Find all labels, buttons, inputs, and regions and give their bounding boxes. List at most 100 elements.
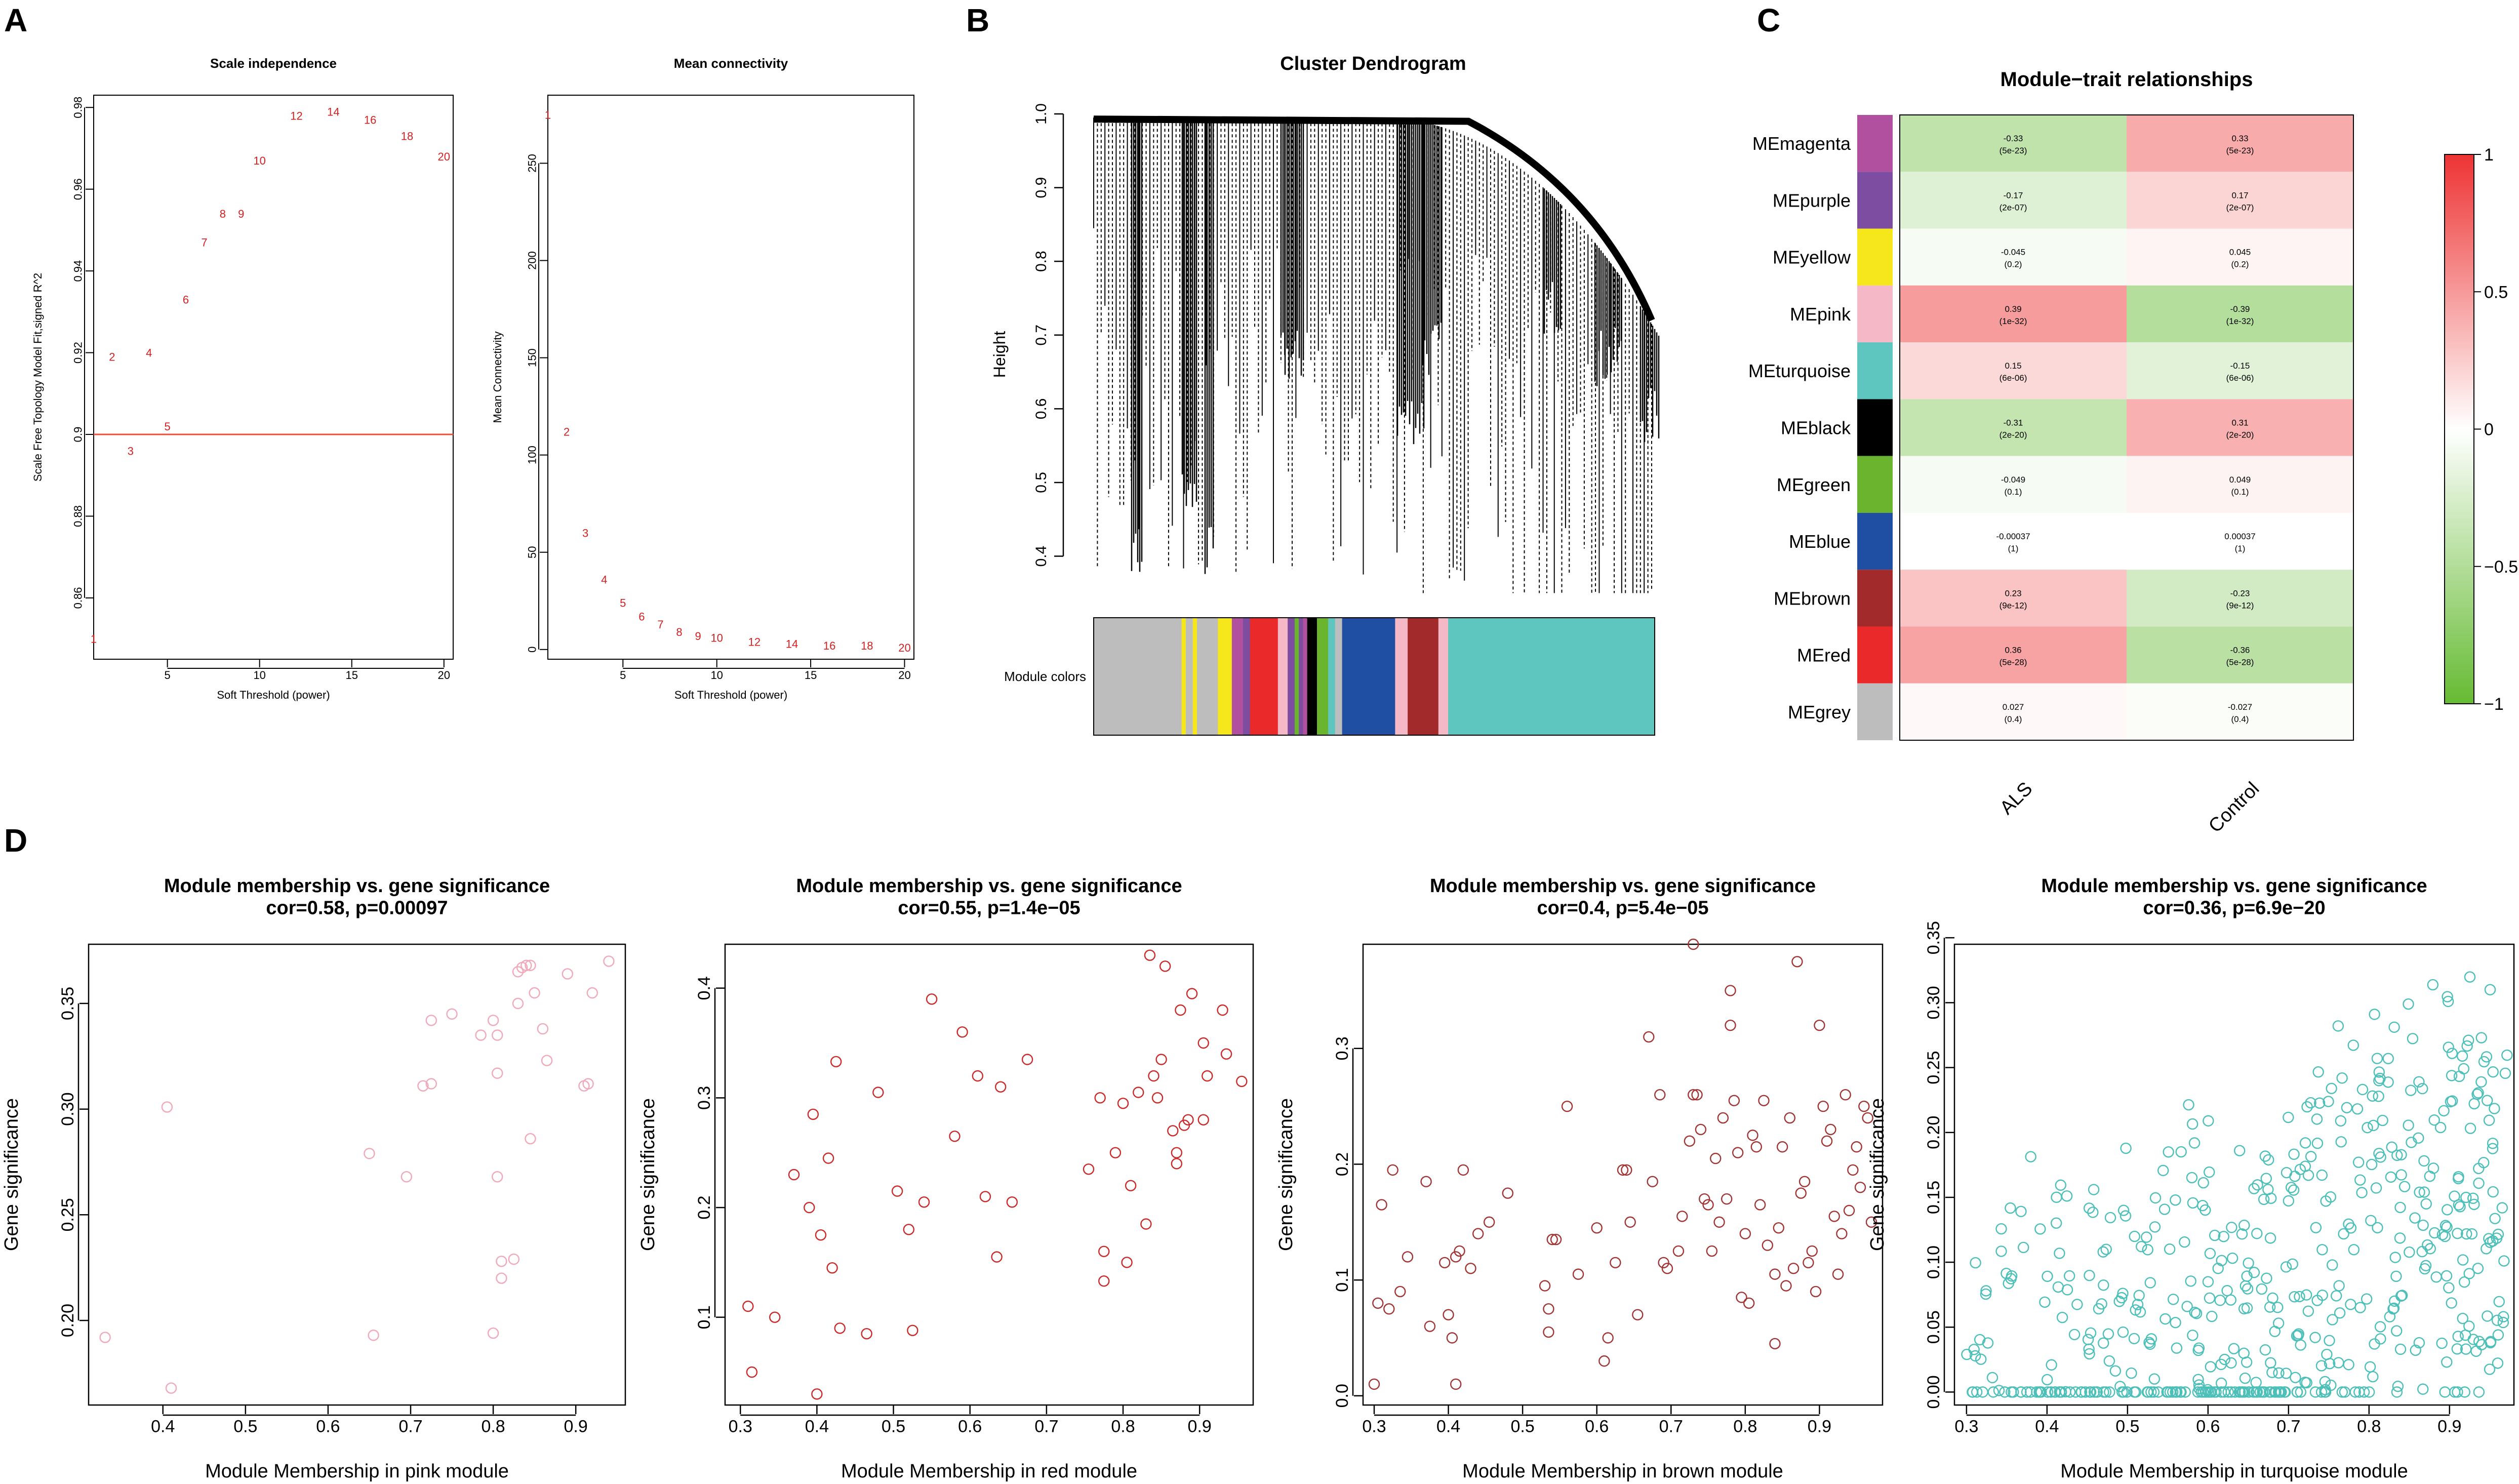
data-point xyxy=(2420,1198,2432,1210)
data-point xyxy=(2395,1149,2407,1160)
data-point xyxy=(2341,1102,2353,1113)
data-point xyxy=(2391,1325,2403,1337)
data-point xyxy=(1572,1268,1584,1280)
data-point xyxy=(1691,1089,1703,1101)
data-point xyxy=(2370,1182,2382,1194)
cell-pvalue: (0.2) xyxy=(2005,260,2022,269)
data-point xyxy=(2335,1136,2347,1148)
data-point xyxy=(746,1366,758,1378)
module-color-segment-black xyxy=(1307,618,1317,735)
data-point xyxy=(2187,1330,2198,1341)
data-point xyxy=(2302,1305,2314,1317)
module-color-segment-turquoise xyxy=(1328,618,1336,735)
data-point xyxy=(2449,1386,2461,1398)
data-point xyxy=(2343,1218,2354,1230)
heatmap-cell xyxy=(1900,683,2127,740)
cell-correlation: 0.049 xyxy=(2229,475,2251,485)
data-point xyxy=(512,966,524,978)
data-point xyxy=(2374,1321,2386,1333)
data-point xyxy=(2167,1294,2179,1305)
data-point xyxy=(2354,1302,2366,1313)
data-point xyxy=(2109,1365,2122,1377)
data-point xyxy=(1843,1205,1855,1217)
module-color-segment-green xyxy=(1316,618,1329,735)
data-point xyxy=(2193,1383,2205,1394)
data-point xyxy=(2248,1266,2260,1278)
data-point xyxy=(2461,1040,2473,1052)
cell-pvalue: (6e-06) xyxy=(2226,373,2254,383)
data-point xyxy=(2430,1271,2442,1283)
data-point xyxy=(2384,1311,2396,1322)
data-point xyxy=(1717,1112,1729,1124)
row-label: MEgreen xyxy=(1777,474,1851,495)
cell-pvalue: (5e-23) xyxy=(2226,146,2254,155)
data-point xyxy=(2280,1261,2292,1273)
data-point xyxy=(525,959,536,971)
y-tick-label: 0.4 xyxy=(695,976,714,1000)
data-point xyxy=(2114,1381,2126,1392)
data-point xyxy=(2311,1113,2323,1125)
data-point xyxy=(2034,1223,2046,1235)
data-point xyxy=(1995,1223,2007,1235)
data-point xyxy=(1450,1378,1462,1390)
cell-pvalue: (5e-23) xyxy=(2000,146,2027,155)
power-point-label: 10 xyxy=(710,632,723,645)
row-label: MEpink xyxy=(1790,304,1851,325)
data-point xyxy=(2179,1386,2191,1398)
cell-correlation: 0.045 xyxy=(2229,248,2251,257)
data-point xyxy=(2243,1386,2255,1398)
data-point xyxy=(2375,1333,2386,1345)
data-point xyxy=(2484,984,2496,995)
data-point xyxy=(2442,991,2453,1002)
data-point xyxy=(2132,1299,2144,1310)
data-point xyxy=(2309,1386,2322,1398)
data-point xyxy=(537,1023,549,1035)
data-point xyxy=(1117,1097,1129,1109)
data-point xyxy=(2336,1072,2348,1084)
plot-frame xyxy=(724,943,1254,1406)
data-point xyxy=(2287,1258,2298,1270)
data-point xyxy=(496,1255,507,1267)
data-point xyxy=(2261,1272,2272,1284)
data-point xyxy=(991,1251,1003,1263)
data-point xyxy=(2292,1386,2303,1398)
heatmap-cell xyxy=(1900,228,2127,286)
data-point xyxy=(2015,1206,2027,1217)
y-tick-label: 0.86 xyxy=(71,587,84,609)
data-point xyxy=(1810,1286,1822,1298)
data-point xyxy=(1776,1141,1788,1153)
data-point xyxy=(2264,1301,2276,1313)
data-point xyxy=(2367,1090,2378,1102)
data-point xyxy=(2369,1338,2380,1350)
data-point xyxy=(2331,1290,2342,1302)
data-point xyxy=(2204,1386,2216,1398)
y-tick-label: 0.9 xyxy=(1033,177,1050,198)
module-color-swatch xyxy=(1857,399,1893,456)
data-point xyxy=(1993,1385,2005,1396)
data-point xyxy=(2190,1308,2203,1319)
x-tick-label: 0.7 xyxy=(2276,1417,2300,1436)
data-point xyxy=(2080,1386,2091,1398)
x-tick-label: 0.7 xyxy=(398,1417,422,1436)
data-point xyxy=(2263,1154,2274,1166)
y-tick-label: 0.35 xyxy=(58,987,77,1020)
data-point xyxy=(2315,1360,2328,1372)
data-point xyxy=(2238,1303,2250,1315)
cell-pvalue: (9e-12) xyxy=(2000,600,2027,610)
data-point xyxy=(811,1388,823,1400)
data-point xyxy=(1758,1095,1770,1106)
data-point xyxy=(1439,1257,1451,1268)
power-point-label: 6 xyxy=(638,610,645,623)
data-point xyxy=(2272,1386,2285,1398)
data-point xyxy=(562,968,574,980)
heatmap-cell xyxy=(2127,399,2353,456)
data-point xyxy=(1632,1309,1644,1320)
data-point xyxy=(1836,1228,1848,1239)
data-point xyxy=(2382,1053,2394,1064)
data-point xyxy=(1980,1288,1992,1300)
data-point xyxy=(2116,1292,2128,1304)
module-color-swatch xyxy=(1857,512,1893,570)
data-point xyxy=(2446,1070,2458,1081)
module-color-segment-pink xyxy=(1395,618,1408,735)
heatmap-cell xyxy=(1900,172,2127,229)
